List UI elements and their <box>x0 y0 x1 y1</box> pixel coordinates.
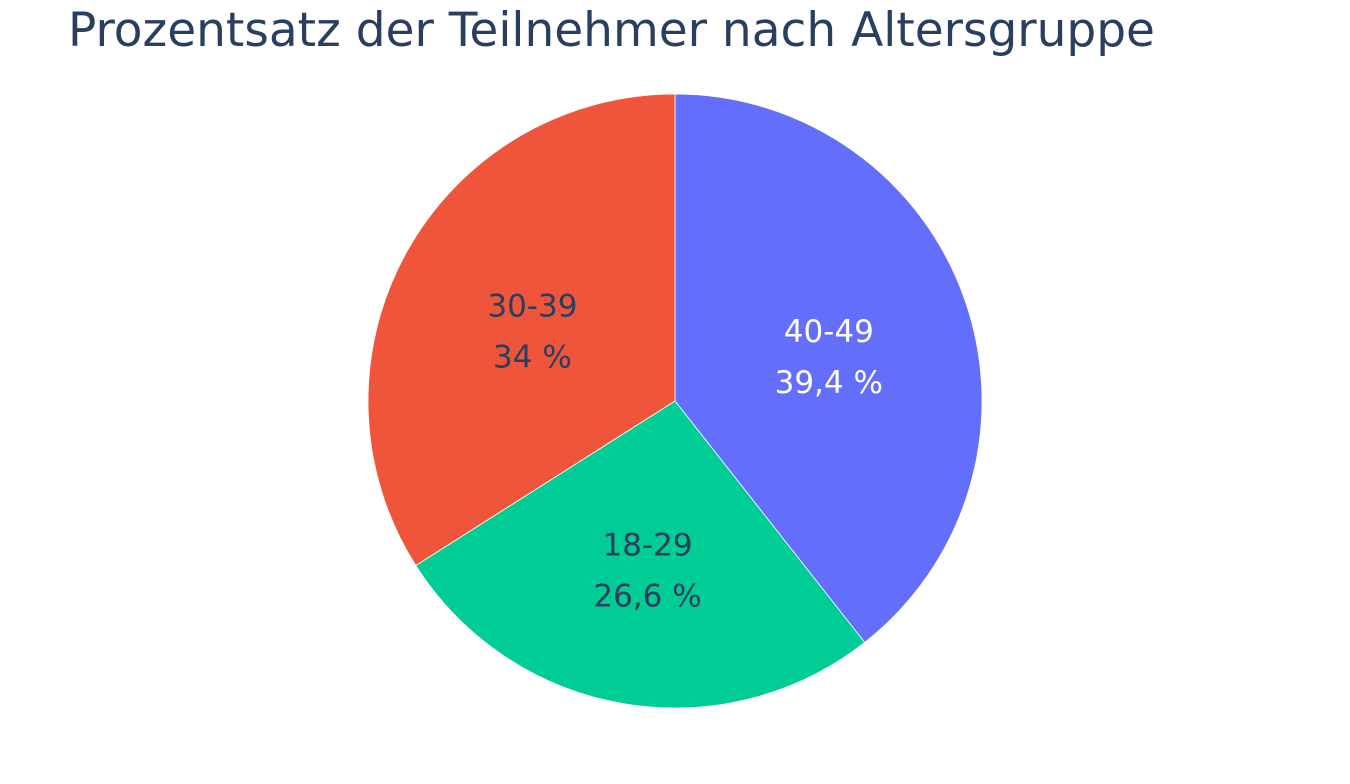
pie-slice-18-29[interactable] <box>415 400 866 709</box>
pie-slice-40-49[interactable] <box>674 93 983 643</box>
slice-percent-label: 39,4 % <box>775 365 883 401</box>
slice-label-30-39: 30-39 34 % <box>487 289 577 376</box>
chart-title: Prozentsatz der Teilnehmer nach Altersgr… <box>68 3 1155 58</box>
pie-slices <box>367 93 983 709</box>
slice-percent-label: 34 % <box>493 340 572 376</box>
pie-slice-30-39[interactable] <box>367 93 676 567</box>
slice-category-label: 40-49 <box>784 314 874 350</box>
slice-label-40-49: 40-49 39,4 % <box>775 314 883 401</box>
slice-category-label: 30-39 <box>487 289 577 325</box>
slice-label-18-29: 18-29 26,6 % <box>593 527 701 614</box>
pie-labels: 40-49 39,4 % 18-29 26,6 % 30-39 34 % <box>487 289 883 615</box>
slice-category-label: 18-29 <box>602 527 692 563</box>
slice-percent-label: 26,6 % <box>593 578 701 614</box>
